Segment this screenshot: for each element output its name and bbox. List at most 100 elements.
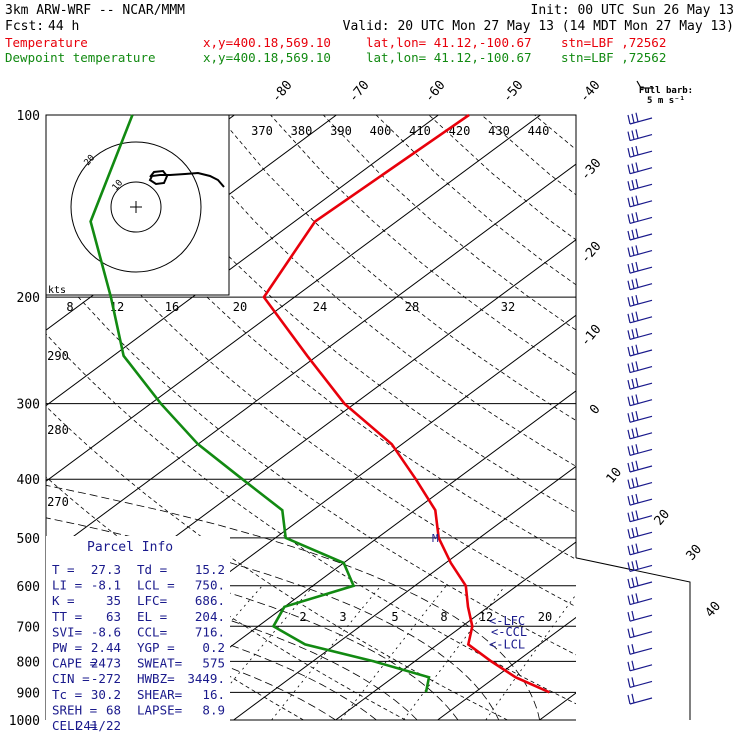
- mixing-ratio-line: [340, 585, 447, 720]
- wind-barb-flag: [635, 212, 639, 222]
- barb-legend-unit: 5 m s⁻¹: [647, 96, 685, 106]
- parcel-info-cell: 686.: [195, 593, 225, 608]
- hodograph-ring-inner: [110, 181, 162, 233]
- parcel-info-cell: 27.3: [91, 562, 121, 577]
- plot-frame-extension: [575, 557, 691, 720]
- wind-barb-flag: [627, 429, 631, 439]
- parcel-info-cell: SHEAR=: [137, 687, 182, 702]
- wind-barb-shaft: [629, 564, 653, 573]
- wind-barb-flag: [627, 164, 631, 174]
- theta-label: 400: [370, 124, 392, 138]
- wind-barb-shaft: [629, 183, 653, 191]
- wind-barb-shaft: [629, 283, 653, 291]
- wind-barb-shaft: [629, 697, 653, 705]
- wind-barb-shaft: [629, 382, 653, 390]
- pressure-tick-label: 300: [17, 398, 40, 413]
- theta-e-label: 280: [47, 423, 69, 437]
- wind-barb-flag: [627, 363, 631, 373]
- dry-adiabat-line: [587, 115, 740, 720]
- mixing-ratio-bottom-label: 20: [538, 610, 552, 624]
- barb-legend-sample-flag: [636, 80, 642, 89]
- mixing-ratio-top-label: 28: [405, 300, 419, 314]
- wind-barb-flag: [631, 262, 635, 273]
- wind-barb-flag: [635, 593, 639, 603]
- isotherm-label: -50: [500, 78, 527, 106]
- wind-barb-flag: [635, 394, 639, 404]
- theta-e-label: 290: [47, 349, 69, 363]
- wind-barb-flag: [635, 576, 639, 586]
- temperature-legend-station: stn=LBF ,72562: [561, 35, 666, 50]
- wind-barb-flag: [635, 344, 639, 354]
- wind-barb-flag: [631, 445, 635, 455]
- wind-barb-flag: [627, 612, 631, 622]
- mixing-ratio-top-label: 16: [165, 300, 179, 314]
- parcel-info-cell: 15.2: [195, 562, 225, 577]
- wind-barb-flag: [627, 214, 631, 224]
- wind-barb-flag: [627, 114, 631, 125]
- isotherm-label: 0: [587, 402, 604, 418]
- wind-barb-flag: [635, 560, 639, 570]
- wind-barb-flag: [627, 595, 631, 605]
- theta-e-label: 300: [47, 0, 69, 3]
- wind-barb-flag: [635, 526, 639, 537]
- wind-barb-flag: [635, 477, 639, 487]
- wind-barb-flag: [631, 130, 635, 140]
- parcel-info-cell: 2.44: [91, 640, 121, 655]
- pressure-tick-label: 900: [17, 686, 40, 701]
- theta-e-label: 270: [47, 495, 69, 509]
- parcel-info-cell: YGP =: [137, 640, 175, 655]
- parcel-info-cell: Tc =: [52, 687, 82, 702]
- wind-barb-flag: [635, 361, 639, 371]
- wind-barb-flag: [635, 444, 639, 454]
- moist-adiabat-line: [46, 296, 336, 720]
- theta-label: 370: [251, 124, 273, 138]
- parcel-info-cell: 716.: [195, 624, 225, 639]
- dry-adiabat-line: [428, 115, 576, 720]
- theta-label: 380: [291, 124, 313, 138]
- wind-barb-shaft: [629, 647, 653, 655]
- wind-barb-shaft: [629, 515, 653, 523]
- wind-barb-flag: [635, 311, 639, 321]
- wind-barb-shaft: [629, 349, 653, 357]
- mixing-ratio-bottom-label: 5: [391, 610, 398, 624]
- dry-adiabat-line: [46, 115, 576, 720]
- wind-barb-shaft: [629, 465, 653, 473]
- wind-barb-flag: [627, 297, 631, 307]
- temperature-legend-xy: x,y=400.18,569.10: [203, 35, 331, 50]
- wind-barb-flag: [635, 410, 639, 421]
- parcel-info-cell: Td =: [137, 562, 167, 577]
- wind-barb-flag: [627, 446, 631, 456]
- isotherm-line: [46, 115, 439, 720]
- parcel-info-cell: 3449.: [187, 671, 225, 686]
- wind-barb-flag: [631, 412, 635, 422]
- temperature-legend-label: Temperature: [5, 35, 88, 50]
- wind-barb-shaft: [629, 531, 653, 539]
- forecast-label: Fcst:: [5, 19, 44, 34]
- wind-barb-shaft: [629, 680, 653, 689]
- parcel-info-cell: SWEAT=: [137, 656, 182, 671]
- parcel-info-cell: SVI=: [52, 624, 82, 639]
- parcel-info-cell: K =: [52, 593, 75, 608]
- parcel-info-cell: 63: [106, 609, 121, 624]
- parcel-info-cell: CCL=: [137, 624, 167, 639]
- wind-barb-flag: [627, 396, 631, 406]
- wind-barb-flag: [635, 377, 639, 388]
- parcel-info-cell: EL =: [137, 609, 167, 624]
- wind-barb-flag: [627, 694, 631, 705]
- wind-barb-flag: [627, 578, 631, 589]
- wind-barb-flag: [627, 479, 631, 489]
- wind-barb-shaft: [629, 167, 653, 175]
- wind-barb-shaft: [629, 332, 653, 341]
- wind-barb-flag: [635, 328, 639, 338]
- wind-barb-flag: [631, 213, 635, 223]
- parcel-info-cell: PW =: [52, 640, 82, 655]
- wind-barb-flag: [627, 678, 631, 688]
- hodograph-trace: [148, 169, 225, 188]
- isotherm-label: 10: [604, 465, 626, 487]
- wind-barb-flag: [631, 494, 635, 505]
- isotherm-line: [642, 115, 740, 720]
- wind-barb-shaft: [629, 316, 653, 324]
- parcel-info-cell: HWBZ=: [137, 671, 175, 686]
- theta-label: 420: [449, 124, 471, 138]
